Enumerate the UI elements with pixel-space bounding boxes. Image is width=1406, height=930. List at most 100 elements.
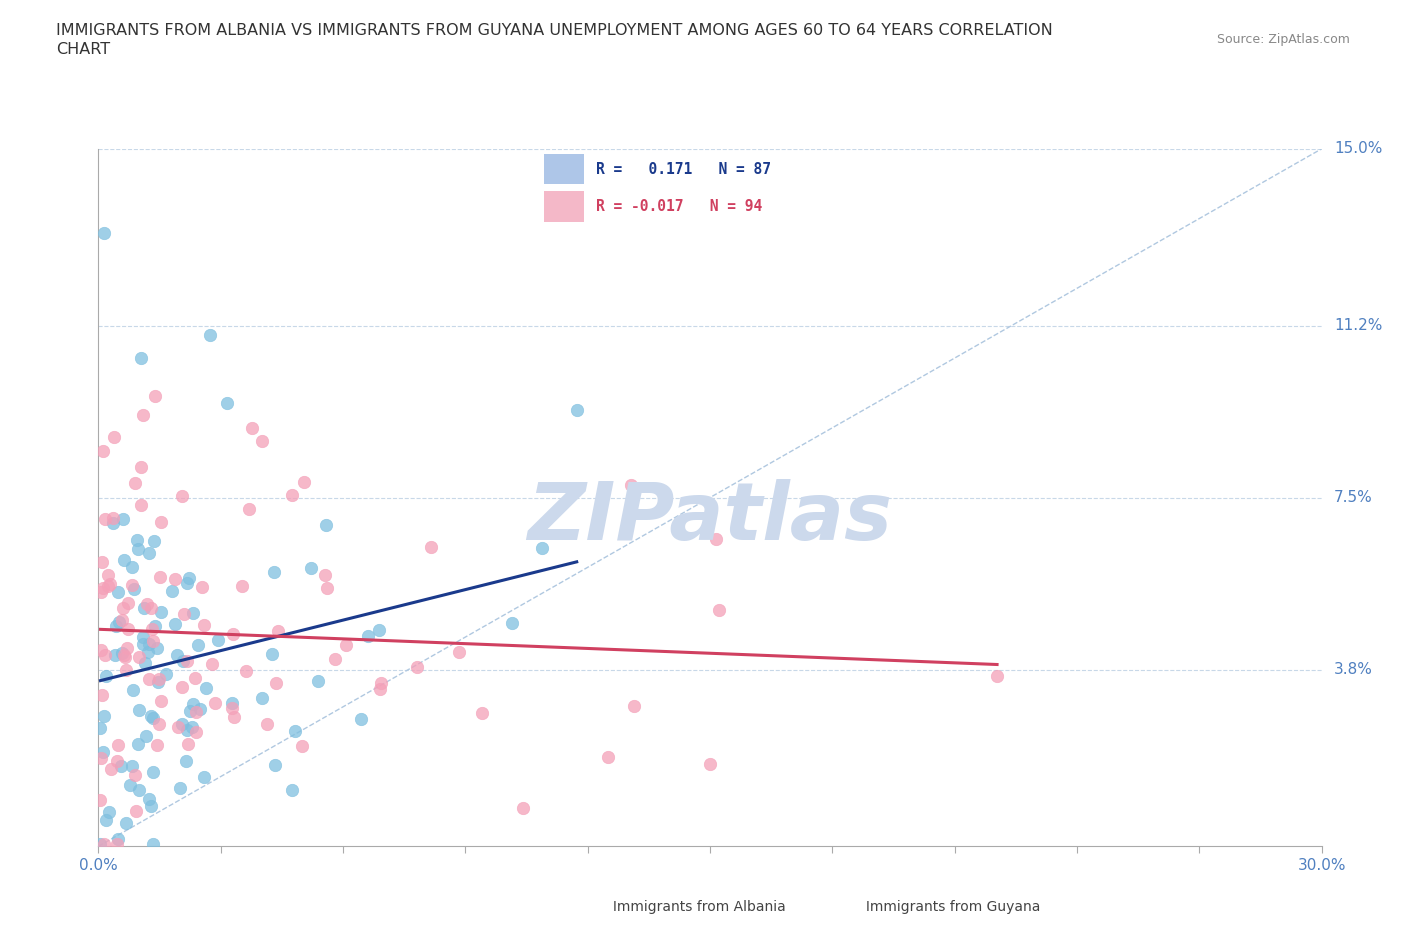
Point — [139, 601, 162, 616]
Point — [704, 532, 727, 547]
Point — [263, 758, 285, 773]
Point — [127, 541, 149, 556]
Point — [221, 626, 243, 641]
Point — [117, 641, 139, 656]
Point — [194, 681, 217, 696]
Point — [90, 751, 112, 765]
Point — [91, 580, 114, 595]
Point — [215, 396, 238, 411]
Point — [170, 717, 193, 732]
Point — [93, 225, 115, 240]
Point — [150, 693, 173, 708]
Point — [105, 837, 128, 852]
Point — [231, 578, 253, 593]
Point — [166, 647, 188, 662]
Point — [93, 837, 115, 852]
Point — [89, 837, 111, 852]
Point — [335, 638, 357, 653]
Point — [235, 663, 257, 678]
Text: 15.0%: 15.0% — [1334, 141, 1382, 156]
Point — [221, 696, 243, 711]
Text: 7.5%: 7.5% — [1334, 490, 1372, 505]
Point — [179, 704, 201, 719]
Point — [89, 720, 111, 735]
Point — [350, 711, 373, 726]
Point — [94, 648, 117, 663]
Point — [292, 474, 315, 489]
Point — [122, 582, 145, 597]
Point — [368, 681, 391, 696]
Point — [103, 430, 125, 445]
Point — [598, 750, 620, 764]
Text: Source: ZipAtlas.com: Source: ZipAtlas.com — [1216, 33, 1350, 46]
Point — [148, 717, 170, 732]
Point — [146, 641, 169, 656]
Point — [121, 578, 143, 592]
Text: 3.8%: 3.8% — [1334, 662, 1372, 677]
Point — [190, 579, 212, 594]
Point — [89, 792, 111, 807]
Point — [221, 700, 243, 715]
Point — [149, 569, 172, 584]
Point — [97, 804, 120, 819]
Point — [94, 512, 117, 526]
Point — [471, 706, 494, 721]
Point — [420, 539, 443, 554]
Point — [112, 601, 135, 616]
Point — [299, 561, 322, 576]
Point — [131, 630, 153, 644]
Point — [139, 799, 162, 814]
Point — [449, 644, 471, 659]
Point — [174, 753, 197, 768]
Point — [707, 603, 730, 618]
Point — [117, 595, 139, 610]
Point — [90, 584, 112, 599]
Point — [405, 659, 427, 674]
Point — [142, 837, 165, 852]
Point — [114, 649, 136, 664]
Point — [201, 657, 224, 671]
Point — [93, 708, 115, 723]
Point — [315, 518, 337, 533]
Point — [132, 601, 155, 616]
Point — [107, 737, 129, 752]
Point — [107, 831, 129, 846]
Point — [127, 737, 149, 751]
Point — [143, 618, 166, 633]
Point — [142, 633, 165, 648]
Point — [121, 758, 143, 773]
Point — [105, 618, 128, 633]
Point — [90, 643, 112, 658]
Point — [198, 327, 221, 342]
Point — [149, 604, 172, 619]
Point — [129, 498, 152, 512]
Point — [367, 622, 389, 637]
Point — [138, 791, 160, 806]
Point — [323, 651, 346, 666]
Point — [90, 687, 112, 702]
Point — [172, 488, 194, 503]
Point — [250, 433, 273, 448]
Point — [163, 571, 186, 586]
Point — [242, 420, 264, 435]
Point — [173, 606, 195, 621]
Point — [135, 596, 157, 611]
Point — [124, 475, 146, 490]
Point — [138, 637, 160, 652]
Point — [111, 645, 134, 660]
Point — [204, 696, 226, 711]
Point — [112, 648, 135, 663]
Point — [291, 738, 314, 753]
Point — [262, 646, 284, 661]
Point — [136, 644, 159, 659]
Point — [111, 613, 134, 628]
Point — [108, 615, 131, 630]
Point — [117, 621, 139, 636]
Point — [101, 516, 124, 531]
Point — [91, 444, 114, 458]
Point — [124, 767, 146, 782]
Text: CHART: CHART — [56, 42, 110, 57]
Point — [620, 477, 643, 492]
Point — [96, 813, 118, 828]
Point — [150, 514, 173, 529]
